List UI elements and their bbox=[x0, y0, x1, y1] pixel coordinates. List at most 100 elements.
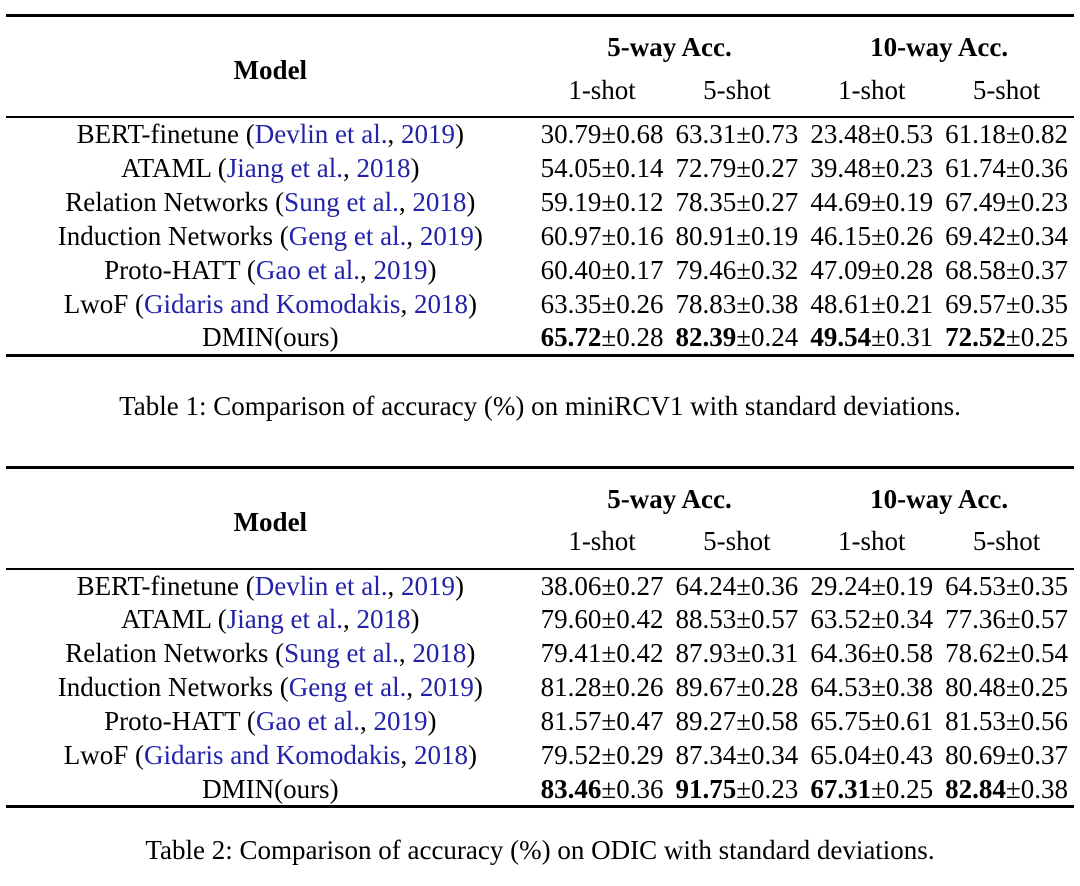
accuracy-cell-10way-5shot: 61.18±0.82 bbox=[939, 117, 1074, 151]
accuracy-stddev: ±0.57 bbox=[1005, 604, 1068, 635]
accuracy-stddev: ±0.68 bbox=[601, 119, 664, 149]
column-header-5way-1shot: 1-shot bbox=[568, 526, 636, 557]
citation-separator: , bbox=[387, 119, 401, 149]
citation-author-link[interactable]: Devlin et al. bbox=[254, 570, 388, 601]
accuracy-stddev: ±0.23 bbox=[871, 152, 934, 183]
table-row: Proto-HATT (Gao et al., 2019) 60.40±0.17… bbox=[6, 253, 1074, 287]
accuracy-value: 81.57 bbox=[540, 706, 602, 737]
table-row: ATAML (Jiang et al., 2018) 54.05±0.14 72… bbox=[6, 151, 1074, 185]
accuracy-cell-10way-5shot: 80.69±0.37 bbox=[939, 739, 1074, 773]
model-name-suffix: ) bbox=[410, 152, 420, 183]
model-name-suffix: ) bbox=[427, 254, 437, 285]
column-header-5way-1shot: 1-shot bbox=[568, 74, 636, 105]
citation-year-link[interactable]: 2019 bbox=[400, 119, 455, 149]
citation-year-link[interactable]: 2019 bbox=[419, 220, 474, 251]
accuracy-cell-10way-1shot: 46.15±0.26 bbox=[804, 219, 939, 253]
accuracy-value: 87.34 bbox=[675, 740, 737, 771]
citation-year-link[interactable]: 2018 bbox=[413, 740, 468, 771]
accuracy-stddev: ±0.19 bbox=[736, 220, 799, 251]
citation-year-link[interactable]: 2019 bbox=[400, 570, 455, 601]
accuracy-stddev: ±0.82 bbox=[1005, 119, 1068, 149]
citation-author-link[interactable]: Devlin et al. bbox=[254, 119, 388, 149]
accuracy-cell-10way-1shot: 39.48±0.23 bbox=[804, 151, 939, 185]
accuracy-stddev: ±0.61 bbox=[871, 706, 934, 737]
accuracy-value: 67.49 bbox=[945, 186, 1006, 217]
citation-author-link[interactable]: Gidaris and Komodakis bbox=[143, 288, 401, 319]
accuracy-cell-5way-1shot: 60.97±0.16 bbox=[535, 219, 670, 253]
accuracy-cell-10way-1shot: 65.04±0.43 bbox=[804, 739, 939, 773]
accuracy-stddev: ±0.73 bbox=[736, 119, 799, 149]
citation-author-link[interactable]: Geng et al. bbox=[288, 220, 407, 251]
table-row: DMIN(ours) 83.46±0.36 91.75±0.23 67.31±0… bbox=[6, 773, 1074, 807]
citation-year-link[interactable]: 2018 bbox=[413, 288, 468, 319]
accuracy-cell-10way-5shot: 61.74±0.36 bbox=[939, 151, 1074, 185]
accuracy-value: 61.74 bbox=[945, 152, 1006, 183]
column-header-10way-5shot: 5-shot bbox=[972, 526, 1041, 557]
citation-author-link[interactable]: Gao et al. bbox=[255, 254, 361, 285]
citation-separator: , bbox=[342, 604, 357, 635]
accuracy-stddev: ±0.21 bbox=[871, 288, 934, 319]
citation-separator: , bbox=[360, 706, 374, 737]
accuracy-value: 60.97 bbox=[540, 220, 602, 251]
accuracy-value: 39.48 bbox=[810, 152, 872, 183]
accuracy-value: 65.75 bbox=[810, 706, 872, 737]
accuracy-cell-5way-1shot: 79.60±0.42 bbox=[535, 603, 670, 637]
citation-year-link[interactable]: 2019 bbox=[373, 254, 428, 285]
accuracy-value: 80.69 bbox=[945, 740, 1006, 771]
accuracy-stddev: ±0.14 bbox=[601, 152, 664, 183]
model-cell: DMIN(ours) bbox=[6, 773, 535, 807]
citation-author-link[interactable]: Jiang et al. bbox=[226, 152, 343, 183]
accuracy-value: 38.06 bbox=[540, 570, 602, 601]
accuracy-cell-5way-5shot: 72.79±0.27 bbox=[669, 151, 804, 185]
table-row: DMIN(ours) 65.72±0.28 82.39±0.24 49.54±0… bbox=[6, 321, 1074, 355]
accuracy-value: 47.09 bbox=[810, 254, 872, 285]
accuracy-value: 63.35 bbox=[540, 288, 602, 319]
citation-year-link[interactable]: 2018 bbox=[412, 186, 467, 217]
accuracy-stddev: ±0.24 bbox=[736, 321, 799, 352]
accuracy-cell-5way-1shot: 30.79±0.68 bbox=[535, 117, 670, 151]
model-cell: BERT-finetune (Devlin et al., 2019) bbox=[6, 117, 535, 151]
accuracy-value: 54.05 bbox=[540, 152, 602, 183]
column-header-5way-5shot: 5-shot bbox=[703, 74, 771, 105]
accuracy-cell-10way-1shot: 23.48±0.53 bbox=[804, 117, 939, 151]
model-name: LwoF ( bbox=[63, 740, 144, 771]
accuracy-cell-10way-1shot: 47.09±0.28 bbox=[804, 253, 939, 287]
accuracy-cell-10way-5shot: 77.36±0.57 bbox=[939, 603, 1074, 637]
column-header-5way-acc: 5-way Acc. bbox=[607, 32, 732, 62]
citation-separator: , bbox=[406, 220, 420, 251]
citation-author-link[interactable]: Sung et al. bbox=[284, 186, 399, 217]
citation-author-link[interactable]: Gao et al. bbox=[255, 706, 361, 737]
citation-separator: , bbox=[400, 288, 414, 319]
citation-author-link[interactable]: Sung et al. bbox=[284, 638, 399, 669]
accuracy-value: 89.27 bbox=[675, 706, 737, 737]
accuracy-stddev: ±0.54 bbox=[1005, 638, 1068, 669]
model-name: Proto-HATT ( bbox=[104, 254, 256, 285]
citation-author-link[interactable]: Jiang et al. bbox=[226, 604, 343, 635]
citation-year-link[interactable]: 2018 bbox=[356, 152, 411, 183]
citation-author-link[interactable]: Geng et al. bbox=[288, 672, 407, 703]
accuracy-cell-5way-1shot: 59.19±0.12 bbox=[535, 185, 670, 219]
citation-year-link[interactable]: 2019 bbox=[419, 672, 474, 703]
citation-year-link[interactable]: 2018 bbox=[356, 604, 411, 635]
accuracy-stddev: ±0.32 bbox=[736, 254, 799, 285]
accuracy-stddev: ±0.25 bbox=[871, 773, 934, 804]
accuracy-stddev: ±0.29 bbox=[601, 740, 664, 771]
accuracy-stddev: ±0.58 bbox=[736, 706, 799, 737]
accuracy-cell-5way-5shot: 79.46±0.32 bbox=[669, 253, 804, 287]
citation-author-link[interactable]: Gidaris and Komodakis bbox=[143, 740, 401, 771]
accuracy-value: 82.39 bbox=[675, 321, 737, 352]
model-name: ATAML ( bbox=[121, 604, 227, 635]
accuracy-value: 72.79 bbox=[675, 152, 737, 183]
accuracy-cell-10way-5shot: 68.58±0.37 bbox=[939, 253, 1074, 287]
citation-separator: , bbox=[387, 570, 401, 601]
accuracy-value: 29.24 bbox=[810, 570, 872, 601]
model-name-suffix: ) bbox=[466, 638, 476, 669]
model-name-suffix: ) bbox=[454, 119, 464, 149]
model-cell: BERT-finetune (Devlin et al., 2019) bbox=[6, 569, 535, 603]
citation-year-link[interactable]: 2019 bbox=[373, 706, 428, 737]
accuracy-stddev: ±0.12 bbox=[601, 186, 664, 217]
citation-year-link[interactable]: 2018 bbox=[412, 638, 467, 669]
accuracy-cell-5way-1shot: 79.52±0.29 bbox=[535, 739, 670, 773]
accuracy-value: 78.62 bbox=[945, 638, 1006, 669]
model-name: Relation Networks ( bbox=[65, 638, 285, 669]
